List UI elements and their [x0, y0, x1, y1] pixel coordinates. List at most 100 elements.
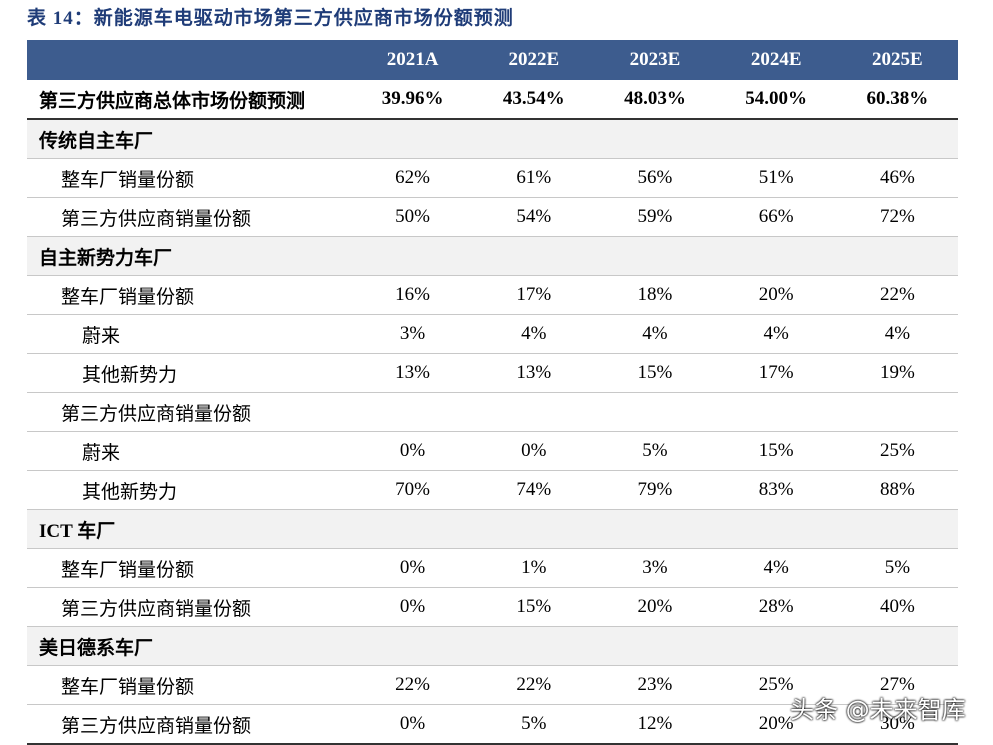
table-row: 第三方供应商销量份额 0% 15% 20% 28% 40%	[27, 587, 958, 627]
table-row: 第三方供应商销量份额	[27, 392, 958, 432]
cell: 72%	[836, 197, 958, 237]
cell	[594, 119, 716, 159]
cell: 12%	[594, 704, 716, 745]
cell: 28%	[715, 587, 837, 627]
share-table: 2021A 2022E 2023E 2024E 2025E 第三方供应商总体市场份额预测…	[27, 40, 958, 745]
row-label: 第三方供应商销量份额	[27, 197, 352, 237]
cell: 79%	[594, 470, 716, 510]
table-row: 第三方供应商销量份额 50% 54% 59% 66% 72%	[27, 197, 958, 237]
cell: 0%	[352, 431, 474, 471]
cell	[594, 626, 716, 666]
cell: 62%	[352, 158, 474, 198]
cell	[836, 119, 958, 159]
cell: 83%	[715, 470, 837, 510]
table-row: 蔚来 3% 4% 4% 4% 4%	[27, 314, 958, 354]
table-row: 整车厂销量份额 16% 17% 18% 20% 22%	[27, 275, 958, 315]
cell: 51%	[715, 158, 837, 198]
cell	[473, 392, 595, 432]
cell: 48.03%	[594, 80, 716, 120]
cell: 56%	[594, 158, 716, 198]
cell: 5%	[594, 431, 716, 471]
column-header: 2023E	[594, 40, 716, 80]
cell: 0%	[352, 548, 474, 588]
cell: 3%	[594, 548, 716, 588]
cell: 13%	[352, 353, 474, 393]
table-row: 整车厂销量份额 22% 22% 23% 25% 27%	[27, 665, 958, 705]
row-label: 第三方供应商总体市场份额预测	[27, 80, 352, 120]
row-label: 其他新势力	[27, 353, 352, 393]
row-label: 整车厂销量份额	[27, 158, 352, 198]
cell	[836, 236, 958, 276]
cell: 15%	[473, 587, 595, 627]
cell: 17%	[715, 353, 837, 393]
cell	[352, 392, 474, 432]
table-row: 自主新势力车厂	[27, 236, 958, 276]
cell: 4%	[836, 314, 958, 354]
cell	[715, 509, 837, 549]
table-row: 蔚来 0% 0% 5% 15% 25%	[27, 431, 958, 471]
cell: 0%	[352, 704, 474, 745]
cell: 4%	[594, 314, 716, 354]
cell: 4%	[715, 548, 837, 588]
table-row: 其他新势力 13% 13% 15% 17% 19%	[27, 353, 958, 393]
cell	[594, 392, 716, 432]
cell: 23%	[594, 665, 716, 705]
table-row: 第三方供应商总体市场份额预测 39.96% 43.54% 48.03% 54.00% 60…	[27, 80, 958, 120]
cell	[473, 626, 595, 666]
cell: 13%	[473, 353, 595, 393]
cell: 25%	[836, 431, 958, 471]
cell: 20%	[715, 275, 837, 315]
table-row: 传统自主车厂	[27, 119, 958, 159]
cell	[473, 509, 595, 549]
cell: 70%	[352, 470, 474, 510]
row-label: 整车厂销量份额	[27, 275, 352, 315]
cell: 15%	[715, 431, 837, 471]
cell: 40%	[836, 587, 958, 627]
cell: 17%	[473, 275, 595, 315]
table-row: 整车厂销量份额 62% 61% 56% 51% 46%	[27, 158, 958, 198]
cell	[836, 392, 958, 432]
cell: 5%	[836, 548, 958, 588]
row-label: 其他新势力	[27, 470, 352, 510]
row-label: 蔚来	[27, 314, 352, 354]
cell	[352, 626, 474, 666]
cell: 22%	[836, 275, 958, 315]
cell: 0%	[352, 587, 474, 627]
cell: 19%	[836, 353, 958, 393]
cell: 4%	[715, 314, 837, 354]
cell: 0%	[473, 431, 595, 471]
table-row: 其他新势力 70% 74% 79% 83% 88%	[27, 470, 958, 510]
row-label: 第三方供应商销量份额	[27, 392, 352, 432]
cell: 46%	[836, 158, 958, 198]
row-label: 第三方供应商销量份额	[27, 587, 352, 627]
cell: 88%	[836, 470, 958, 510]
row-label: 第三方供应商销量份额	[27, 704, 352, 745]
column-header: 2021A	[352, 40, 474, 80]
cell	[715, 236, 837, 276]
cell: 18%	[594, 275, 716, 315]
cell: 61%	[473, 158, 595, 198]
cell	[594, 509, 716, 549]
cell	[352, 236, 474, 276]
cell: 15%	[594, 353, 716, 393]
row-label: 蔚来	[27, 431, 352, 471]
cell: 54.00%	[715, 80, 837, 120]
row-label: 整车厂销量份额	[27, 548, 352, 588]
column-header	[27, 40, 352, 80]
cell	[836, 626, 958, 666]
cell	[352, 509, 474, 549]
column-header: 2025E	[836, 40, 958, 80]
watermark: 头条 @未来智库	[790, 696, 966, 724]
column-header: 2022E	[473, 40, 595, 80]
header-row: 2021A 2022E 2023E 2024E 2025E	[27, 40, 958, 80]
row-label: 自主新势力车厂	[27, 236, 352, 276]
table-row: 整车厂销量份额 0% 1% 3% 4% 5%	[27, 548, 958, 588]
cell: 1%	[473, 548, 595, 588]
column-header: 2024E	[715, 40, 837, 80]
cell	[715, 392, 837, 432]
table-title: 表 14：新能源车电驱动市场第三方供应商市场份额预测	[27, 8, 514, 29]
cell: 74%	[473, 470, 595, 510]
cell: 3%	[352, 314, 474, 354]
cell	[836, 509, 958, 549]
